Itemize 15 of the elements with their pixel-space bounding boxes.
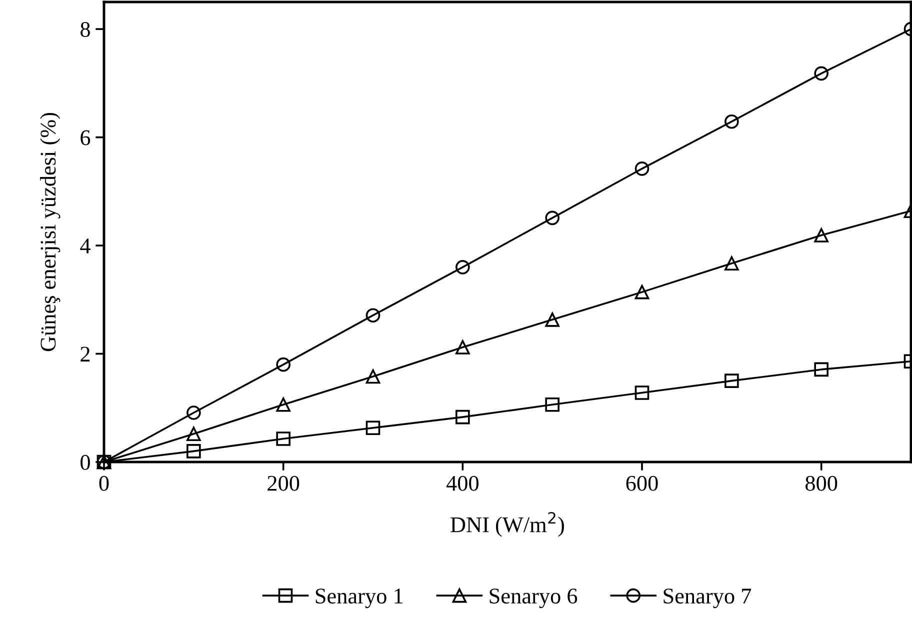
- x-tick-label: 200: [268, 476, 300, 491]
- y-tick-label: 8: [80, 22, 90, 37]
- x-tick-label: 400: [446, 476, 478, 491]
- y-tick-label: 4: [80, 238, 90, 254]
- y-axis-title: Güneş enerjisi yüzdesi (%): [40, 112, 60, 352]
- legend-label: Senaryo 6: [490, 588, 578, 608]
- x-tick-label: 600: [626, 476, 658, 491]
- legend-label: Senaryo 1: [316, 588, 403, 608]
- y-tick-label: 0: [80, 454, 90, 470]
- x-axis-title: DNI (W/m$^{2}$): [450, 512, 564, 537]
- x-tick-label: 800: [806, 476, 838, 491]
- y-tick-label: 2: [80, 346, 90, 362]
- x-tick-label: 0: [99, 476, 109, 491]
- legend-label: Senaryo 7: [664, 588, 752, 608]
- y-tick-label: 6: [80, 130, 90, 146]
